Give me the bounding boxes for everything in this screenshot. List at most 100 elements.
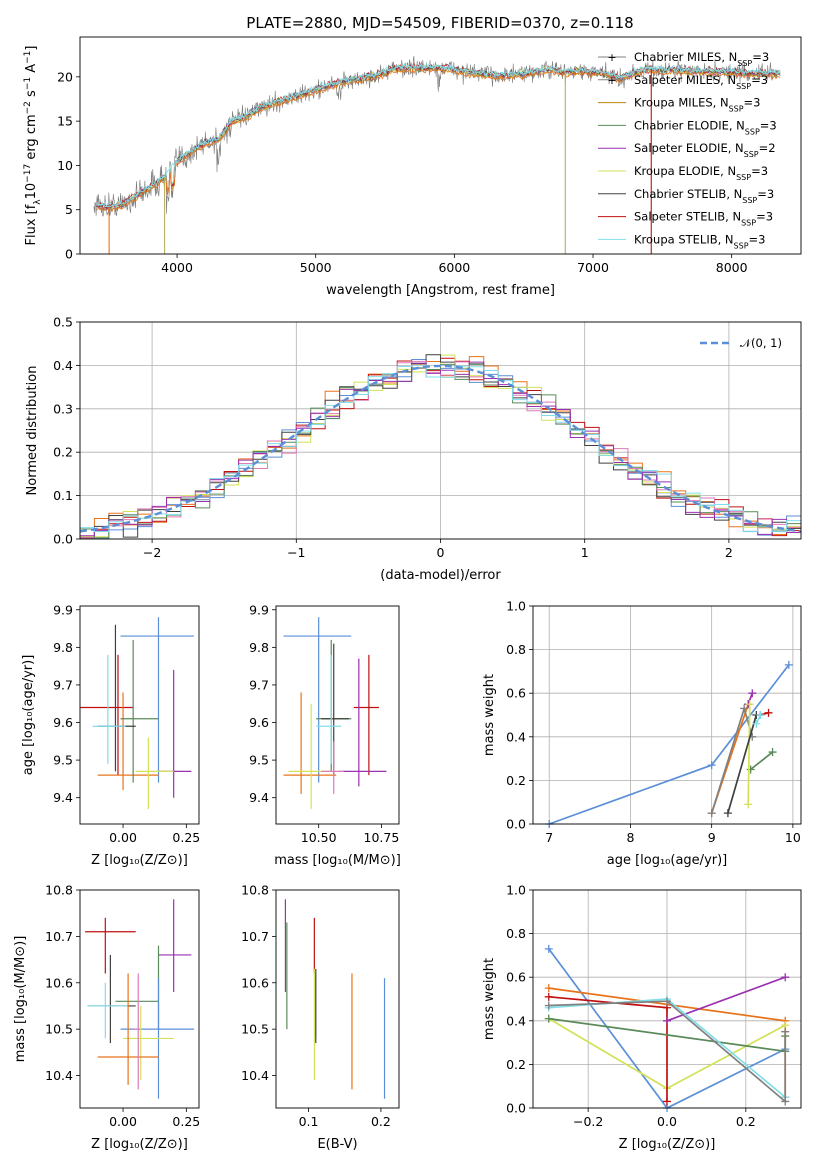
errorbar-point: [288, 703, 332, 809]
age-vs-Z-ytick-label: 9.7: [53, 677, 73, 692]
spectrum-ytick-label: 20: [57, 69, 73, 84]
mass-weight-vs-age-ylabel: mass weight: [482, 674, 497, 756]
mass-weight-series: [548, 995, 668, 1102]
mass-weight-marker: [723, 809, 732, 818]
legend-entry: Chabrier ELODIE, NSSP=3: [634, 118, 777, 136]
age-vs-mass-plot-area: [283, 617, 387, 809]
errorbar-point: [123, 1005, 174, 1081]
mass-weight-marker: [707, 809, 716, 818]
mass-weight-marker: [544, 1014, 553, 1023]
mass-weight-series: [548, 1000, 787, 1104]
errorbar-point: [97, 624, 136, 772]
mass-vs-EBV-ytick-label: 10.7: [241, 929, 269, 944]
mass-weight-vs-Z-ytick-label: 1.0: [506, 883, 526, 898]
errorbar-point: [316, 654, 342, 764]
errorbar-point: [80, 654, 134, 776]
mass-weight-marker: [544, 1001, 553, 1010]
legend-entry: Chabrier MILES, NSSP=3: [634, 50, 769, 68]
residuals-xlabel: (data-model)/error: [380, 568, 501, 583]
mass-vs-Z-ytick-label: 10.6: [45, 975, 73, 990]
residuals-ytick-label: 0.5: [53, 315, 73, 330]
residuals-ytick-label: 0.1: [53, 488, 73, 503]
mass-vs-EBV-xtick-label: 0.2: [371, 1114, 391, 1129]
mass-vs-EBV-xlabel: E(B-V): [317, 1137, 357, 1152]
age-vs-Z-frame: [79, 605, 200, 825]
spectrum-ytick-label: 15: [57, 114, 73, 129]
mass-weight-vs-Z-ytick-label: 0.6: [506, 970, 526, 985]
age-vs-mass-xtick-label: 10.50: [301, 830, 337, 845]
mass-weight-vs-age-frame: [532, 605, 802, 825]
mass-weight-series: [666, 976, 786, 1022]
mass-weight-vs-age-xtick-label: 10: [785, 830, 801, 845]
mass-weight-vs-Z-xtick-label: −0.2: [573, 1114, 603, 1129]
residuals-ylabel: Normed distribution: [25, 366, 40, 496]
residuals-xtick-label: −2: [143, 545, 161, 560]
mass-vs-EBV-ytick-label: 10.8: [241, 883, 269, 898]
mass-weight-series: [727, 714, 758, 814]
age-vs-mass-xtick-label: 10.75: [364, 830, 400, 845]
age-vs-mass-ytick-label: 9.6: [249, 715, 269, 730]
mass-vs-Z-xtick-label: 0.00: [109, 1114, 137, 1129]
errorbar-point: [135, 737, 174, 809]
mass-weight-vs-Z-frame: [532, 889, 802, 1109]
age-vs-mass-axes: 10.50 10.75 9.4 9.5 9.6 9.7 9.8 9.9: [249, 602, 399, 845]
errorbar-point: [85, 917, 136, 974]
mass-weight-marker: [781, 1027, 790, 1036]
age-vs-Z-xtick-label: 0.25: [172, 830, 200, 845]
residuals-ytick-label: 0.2: [53, 445, 73, 460]
mass-weight-vs-age-plot-area: [545, 660, 793, 828]
errorbar-point: [321, 741, 344, 794]
mass-weight-marker: [752, 719, 761, 728]
residual-histogram: [80, 354, 801, 539]
mass-weight-marker: [745, 700, 754, 709]
normal-pdf-curve: [80, 364, 801, 533]
residuals-xtick-label: −1: [287, 545, 305, 560]
legend-entry: Salpeter ELODIE, NSSP=2: [634, 141, 776, 159]
mass-weight-marker: [781, 1097, 790, 1106]
legend-entry: Kroupa STELIB, NSSP=3: [634, 232, 765, 250]
mass-weight-marker: [663, 1016, 671, 1025]
residuals-frame: [79, 321, 802, 540]
mass-weight-marker: [544, 944, 553, 953]
residuals-ytick-label: 0.4: [53, 358, 73, 373]
legend-entry: Kroupa ELODIE, NSSP=3: [634, 164, 768, 182]
age-vs-Z-axes: 0.00 0.25 9.4 9.5 9.6 9.7 9.8 9.9: [53, 602, 200, 845]
residuals-xtick-label: 0: [437, 545, 445, 560]
mass-vs-EBV-ytick-label: 10.5: [241, 1022, 269, 1037]
residuals-xtick-label: 1: [581, 545, 589, 560]
mass-vs-Z-xtick-label: 0.25: [172, 1114, 200, 1129]
mass-weight-marker: [756, 711, 765, 719]
age-vs-Z-ytick-label: 9.6: [53, 715, 73, 730]
mass-weight-marker: [707, 761, 716, 770]
age-vs-Z-ytick-label: 9.5: [53, 753, 73, 768]
mass-vs-EBV-xtick-label: 0.1: [299, 1114, 319, 1129]
spectrum-xtick-label: 8000: [716, 260, 748, 275]
mass-weight-vs-age-xtick-label: 8: [626, 830, 634, 845]
mass-weight-marker: [740, 704, 749, 713]
legend-entry: Kroupa MILES, NSSP=3: [634, 96, 760, 114]
mass-weight-vs-age-xtick-label: 7: [545, 830, 553, 845]
mass-weight-series: [747, 692, 754, 705]
mass-weight-vs-age-ytick-label: 0.4: [506, 729, 526, 744]
residual-histogram: [80, 361, 801, 537]
spectrum-plot-area: [93, 55, 781, 254]
age-vs-Z-xlabel: Z [log₁₀(Z/Z⊙)]: [91, 853, 188, 868]
spectrum-ytick-label: 5: [65, 202, 73, 217]
mass-weight-series: [548, 664, 790, 825]
age-vs-mass-ytick-label: 9.8: [249, 640, 269, 655]
age-vs-mass-ytick-label: 9.4: [249, 790, 269, 805]
errorbar-point: [97, 973, 159, 1085]
mass-weight-vs-age-xtick-label: 9: [708, 830, 716, 845]
spectrum-model-series: [96, 62, 781, 208]
legend-entry: Salpeter MILES, NSSP=3: [634, 73, 768, 91]
residual-histogram: [80, 364, 801, 533]
mass-vs-Z-frame: [79, 889, 200, 1109]
spectrum-legend: + Chabrier MILES, NSSP=3 + Salpeter MILES, …: [598, 50, 777, 250]
legend-marker: +: [607, 74, 616, 87]
residuals-ytick-label: 0.3: [53, 401, 73, 416]
mass-weight-vs-age-xlabel: age [log₁₀(age/yr)]: [607, 853, 728, 868]
spectrum-ytick-label: 10: [57, 158, 73, 173]
mass-weight-series: [747, 704, 751, 805]
errorbar-point: [115, 945, 160, 1030]
